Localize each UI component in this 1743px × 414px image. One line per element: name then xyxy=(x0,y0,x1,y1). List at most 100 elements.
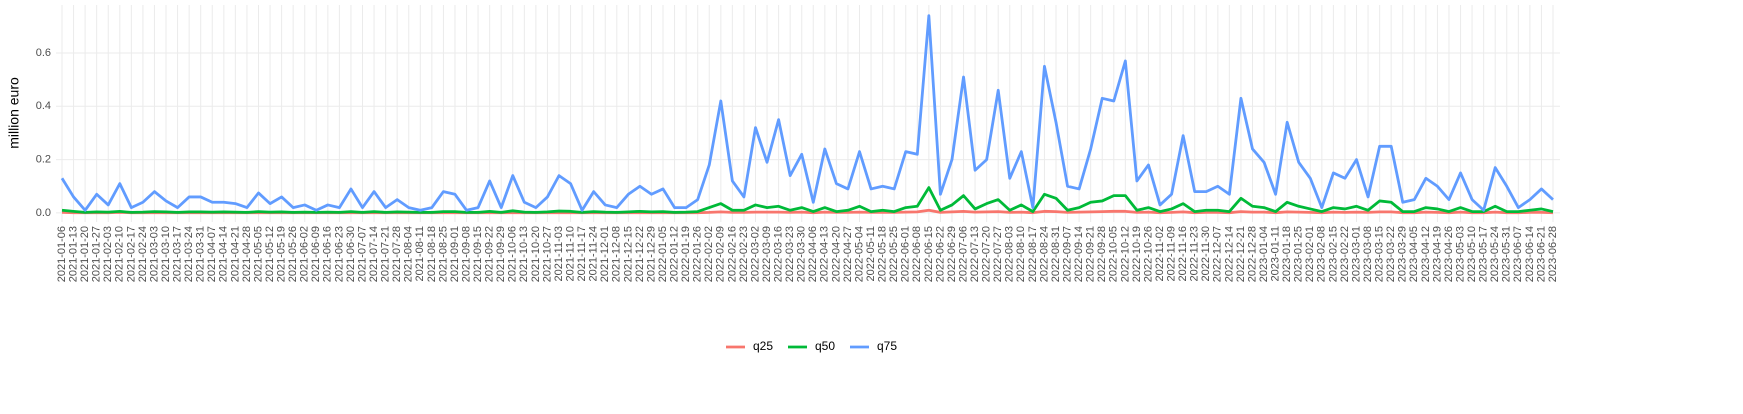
x-tick-label: 2023-05-10 xyxy=(1466,226,1478,282)
x-tick-label: 2023-03-08 xyxy=(1362,226,1374,282)
x-tick-label: 2022-11-16 xyxy=(1177,226,1189,281)
x-tick-label: 2022-11-23 xyxy=(1189,226,1201,281)
x-tick-label: 2023-05-24 xyxy=(1489,226,1501,282)
x-tick-label: 2021-11-24 xyxy=(588,226,600,281)
x-tick-label: 2021-03-24 xyxy=(183,226,195,282)
x-tick-label: 2023-04-19 xyxy=(1431,226,1443,282)
legend-label: q75 xyxy=(877,339,897,353)
x-tick-label: 2022-01-19 xyxy=(680,226,692,282)
x-tick-label: 2022-10-19 xyxy=(1131,226,1143,282)
x-tick-label: 2021-07-14 xyxy=(368,226,380,282)
y-tick-label: 0.4 xyxy=(36,100,51,112)
x-tick-label: 2022-10-26 xyxy=(1142,226,1154,282)
y-tick-label: 0.6 xyxy=(36,47,51,59)
x-tick-label: 2021-09-22 xyxy=(484,226,496,282)
x-tick-label: 2022-11-02 xyxy=(1154,226,1166,281)
x-tick-label: 2022-10-05 xyxy=(1108,226,1120,282)
x-tick-label: 2021-09-01 xyxy=(449,226,461,282)
x-tick-label: 2022-07-20 xyxy=(981,226,993,282)
x-tick-label: 2023-01-04 xyxy=(1258,226,1270,282)
x-tick-label: 2022-02-02 xyxy=(703,226,715,282)
x-tick-label: 2021-09-08 xyxy=(460,226,472,282)
x-tick-label: 2021-09-15 xyxy=(472,226,484,282)
x-tick-label: 2022-07-06 xyxy=(957,226,969,282)
x-tick-label: 2021-08-18 xyxy=(426,226,438,282)
x-tick-label: 2021-05-12 xyxy=(264,226,276,282)
x-tick-label: 2023-06-14 xyxy=(1524,226,1536,282)
x-tick-label: 2021-05-05 xyxy=(252,226,264,282)
x-tick-label: 2021-06-30 xyxy=(345,226,357,282)
x-tick-label: 2023-04-12 xyxy=(1420,226,1432,282)
x-tick-label: 2022-08-10 xyxy=(1015,226,1027,282)
x-tick-label: 2022-12-28 xyxy=(1246,226,1258,282)
x-tick-label: 2022-11-30 xyxy=(1200,226,1212,281)
x-tick-label: 2023-01-11 xyxy=(1270,226,1282,281)
x-tick-label: 2022-05-25 xyxy=(888,226,900,282)
x-tick-label: 2021-05-19 xyxy=(276,226,288,282)
x-tick-label: 2021-08-11 xyxy=(414,226,426,281)
x-tick-label: 2023-04-05 xyxy=(1408,226,1420,282)
x-tick-label: 2022-06-01 xyxy=(900,226,912,282)
x-tick-label: 2022-01-26 xyxy=(692,226,704,282)
x-tick-label: 2021-07-21 xyxy=(380,226,392,282)
x-tick-label: 2021-04-28 xyxy=(241,226,253,282)
x-tick-label: 2022-10-12 xyxy=(1119,226,1131,282)
x-tick-label: 2022-11-09 xyxy=(1165,226,1177,281)
legend-label: q25 xyxy=(753,339,773,353)
x-tick-label: 2022-05-11 xyxy=(865,226,877,281)
x-tick-label: 2021-03-17 xyxy=(171,226,183,282)
x-tick-label: 2023-01-25 xyxy=(1293,226,1305,282)
x-tick-label: 2021-12-08 xyxy=(611,226,623,282)
x-tick-label: 2022-03-30 xyxy=(796,226,808,282)
x-tick-label: 2023-03-15 xyxy=(1374,226,1386,282)
x-tick-label: 2021-12-29 xyxy=(645,226,657,282)
x-tick-label: 2022-09-14 xyxy=(1073,226,1085,282)
x-tick-label: 2022-06-15 xyxy=(923,226,935,282)
x-tick-label: 2021-06-23 xyxy=(333,226,345,282)
x-tick-label: 2023-02-15 xyxy=(1327,226,1339,282)
x-tick-label: 2022-08-17 xyxy=(1027,226,1039,282)
x-tick-label: 2021-11-10 xyxy=(564,226,576,281)
x-tick-label: 2021-03-31 xyxy=(195,226,207,282)
x-tick-label: 2022-01-05 xyxy=(657,226,669,282)
x-tick-label: 2021-06-09 xyxy=(310,226,322,282)
x-tick-label: 2021-06-02 xyxy=(299,226,311,282)
x-tick-label: 2022-03-09 xyxy=(761,226,773,282)
x-tick-label: 2022-06-22 xyxy=(934,226,946,282)
x-tick-label: 2022-04-13 xyxy=(819,226,831,282)
x-tick-label: 2023-02-22 xyxy=(1339,226,1351,282)
x-tick-label: 2021-11-03 xyxy=(553,226,565,281)
x-tick-label: 2022-05-04 xyxy=(853,226,865,282)
x-tick-label: 2021-12-15 xyxy=(622,226,634,282)
line-q50 xyxy=(61,186,1554,214)
x-tick-label: 2021-02-24 xyxy=(137,226,149,282)
x-tick-label: 2022-07-27 xyxy=(992,226,1004,282)
x-tick-label: 2022-03-16 xyxy=(773,226,785,282)
x-tick-label: 2023-03-29 xyxy=(1397,226,1409,282)
x-tick-label: 2022-04-20 xyxy=(830,226,842,282)
x-tick-label: 2022-12-21 xyxy=(1235,226,1247,282)
x-tick-label: 2023-03-01 xyxy=(1350,226,1362,282)
x-tick-label: 2021-01-27 xyxy=(91,226,103,282)
x-tick-label: 2022-09-21 xyxy=(1085,226,1097,282)
x-tick-label: 2021-01-20 xyxy=(79,226,91,282)
x-tick-label: 2021-08-04 xyxy=(403,226,415,282)
x-tick-label: 2021-05-26 xyxy=(287,226,299,282)
x-tick-label: 2022-07-13 xyxy=(969,226,981,282)
x-tick-label: 2021-10-06 xyxy=(507,226,519,282)
x-tick-label: 2023-05-31 xyxy=(1501,226,1513,282)
x-tick-label: 2023-06-07 xyxy=(1512,226,1524,282)
x-tick-label: 2021-12-22 xyxy=(634,226,646,282)
x-tick-label: 2021-07-28 xyxy=(391,226,403,282)
x-tick-label: 2022-02-16 xyxy=(726,226,738,282)
x-tick-label: 2022-06-08 xyxy=(911,226,923,282)
x-tick-label: 2022-01-12 xyxy=(668,226,680,282)
y-tick-label: 0.2 xyxy=(36,154,51,166)
x-tick-label: 2023-06-21 xyxy=(1535,226,1547,282)
x-tick-label: 2022-02-23 xyxy=(738,226,750,282)
x-tick-label: 2022-04-27 xyxy=(842,226,854,282)
x-tick-label: 2022-09-07 xyxy=(1061,226,1073,282)
x-tick-label: 2022-09-28 xyxy=(1096,226,1108,282)
x-tick-label: 2021-01-13 xyxy=(67,226,79,282)
